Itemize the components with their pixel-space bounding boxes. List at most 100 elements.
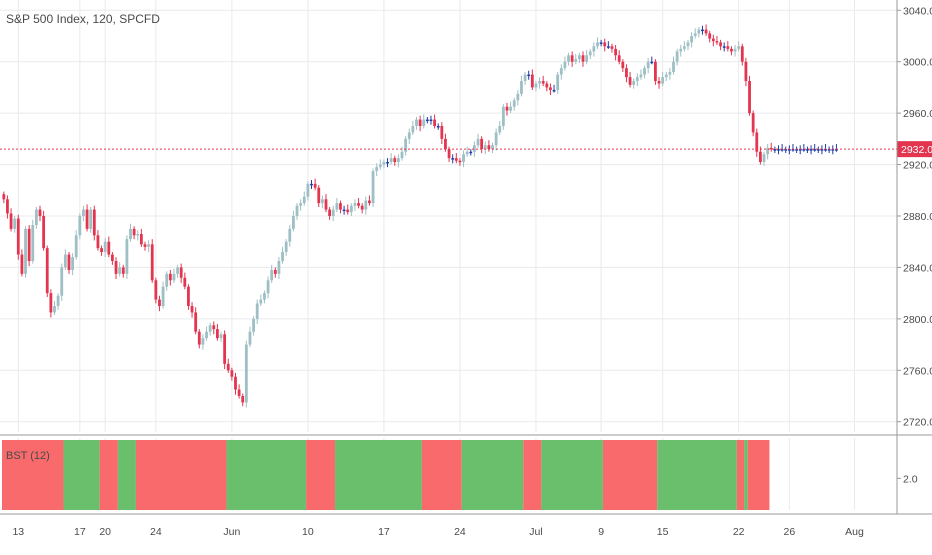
candle-body — [96, 235, 100, 249]
candle-body — [85, 209, 89, 229]
candle-body — [302, 196, 306, 204]
candle-body — [628, 77, 632, 85]
candle-body — [244, 344, 248, 403]
candle-body — [436, 126, 440, 128]
candle-body — [215, 329, 219, 339]
candle-body — [476, 138, 480, 146]
indicator-segment — [657, 440, 737, 510]
indicator-segment — [541, 440, 603, 510]
candle-body — [719, 42, 722, 47]
candle-body — [603, 42, 607, 47]
candle-body — [701, 29, 704, 32]
candle-body — [172, 273, 176, 281]
candle-body — [664, 74, 668, 78]
candle-body — [809, 149, 813, 151]
candle-body — [639, 74, 643, 78]
candle-body — [675, 51, 679, 62]
candle-body — [320, 199, 324, 204]
candle-body — [693, 33, 697, 36]
candle-body — [780, 149, 784, 151]
candle-body — [592, 46, 596, 52]
candle-body — [342, 209, 346, 212]
candle-body — [740, 46, 744, 62]
candle-body — [208, 325, 212, 332]
candle-body — [364, 200, 368, 210]
candle-body — [791, 149, 795, 151]
candle-body — [147, 244, 151, 247]
candle-body — [82, 209, 85, 216]
indicator-segment — [63, 440, 100, 510]
y-tick-label: 2920.0 — [903, 160, 932, 172]
candle-body — [183, 277, 187, 287]
candle-body — [831, 149, 835, 151]
candle-body — [263, 293, 266, 300]
candle-body — [346, 209, 350, 213]
candle-body — [422, 119, 426, 126]
candle-body — [643, 68, 646, 75]
candle-body — [827, 149, 831, 151]
candle-body — [60, 267, 64, 296]
candle-body — [418, 119, 422, 126]
y-tick-label: 2760.0 — [903, 365, 932, 377]
candle-body — [777, 149, 780, 151]
candle-body — [458, 160, 462, 163]
candle-body — [201, 338, 205, 345]
candle-body — [252, 318, 255, 332]
candle-body — [806, 149, 809, 151]
candle-body — [197, 331, 201, 345]
candle-body — [34, 209, 38, 225]
candle-body — [143, 244, 147, 247]
indicator-segment — [306, 440, 336, 510]
candle-body — [27, 228, 31, 261]
candle-body — [820, 149, 824, 151]
candle-body — [773, 149, 777, 151]
candle-body — [672, 61, 675, 72]
candle-body — [360, 205, 364, 210]
candle-body — [407, 132, 411, 139]
candle-body — [523, 74, 527, 81]
candle-body — [480, 138, 484, 150]
candle-body — [501, 106, 505, 126]
candle-body — [798, 149, 802, 151]
candle-body — [433, 119, 436, 126]
candle-body — [190, 306, 194, 313]
indicator-segment — [421, 440, 462, 510]
candle-body — [668, 72, 672, 75]
candle-body — [2, 194, 6, 200]
candle-body — [469, 151, 473, 154]
candle-body — [38, 209, 42, 216]
candle-body — [787, 149, 791, 151]
x-tick-label: Jul — [529, 526, 542, 538]
y-tick-label: 2960.0 — [903, 108, 932, 120]
indicator-segment — [99, 440, 118, 510]
candle-body — [158, 299, 161, 306]
candle-body — [404, 138, 408, 152]
candle-body — [396, 158, 400, 162]
candle-body — [121, 267, 125, 274]
indicator-segment — [335, 440, 422, 510]
x-tick-label: 17 — [378, 526, 390, 538]
candle-body — [150, 244, 154, 281]
candle-body — [6, 199, 9, 214]
indicator-segment — [461, 440, 524, 510]
candle-body — [100, 248, 103, 252]
candle-body — [657, 81, 661, 84]
candle-body — [726, 46, 730, 49]
candle-body — [353, 203, 357, 206]
candle-body — [447, 149, 451, 159]
candle-body — [541, 81, 545, 84]
candle-body — [393, 158, 397, 162]
candle-body — [835, 149, 838, 151]
candle-body — [737, 46, 741, 49]
candle-body — [625, 68, 628, 78]
candle-body — [559, 68, 563, 75]
candle-body — [462, 154, 465, 162]
candle-body — [617, 55, 621, 62]
candle-body — [762, 154, 766, 162]
candle-body — [382, 162, 386, 165]
candle-body — [527, 74, 531, 77]
x-tick-label: Jun — [223, 526, 240, 538]
indicator-segment — [747, 440, 770, 510]
